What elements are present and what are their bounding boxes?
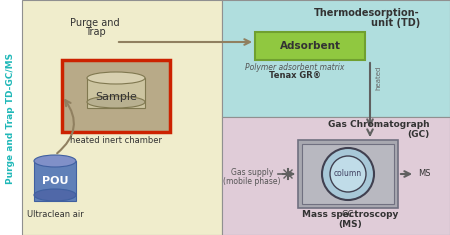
Text: Gas supply: Gas supply [231,168,273,177]
Text: GC: GC [342,210,354,219]
Bar [302,144,394,204]
Text: unit (TD): unit (TD) [371,18,420,28]
Bar [34,161,76,201]
Text: heated: heated [375,66,381,90]
Ellipse shape [87,72,145,84]
Text: Gas Chromatograph: Gas Chromatograph [328,120,430,129]
Text: Tenax GR®: Tenax GR® [269,71,321,80]
Circle shape [330,156,366,192]
Bar [222,117,450,235]
FancyArrowPatch shape [57,100,74,153]
Text: MS: MS [418,169,431,179]
Ellipse shape [34,189,76,201]
Text: Sample: Sample [95,92,137,102]
Text: (GC): (GC) [408,130,430,139]
Bar [298,140,398,208]
Text: (mobile phase): (mobile phase) [223,177,281,186]
Bar [62,60,170,132]
Bar [222,0,450,117]
Text: POU: POU [42,176,68,186]
Ellipse shape [87,96,145,108]
Text: Thermodesorption-: Thermodesorption- [315,8,420,18]
Bar [22,0,222,235]
Bar [87,78,145,108]
Text: heated inert chamber: heated inert chamber [70,136,162,145]
Text: Mass spectroscopy: Mass spectroscopy [302,210,398,219]
Text: (MS): (MS) [338,220,362,229]
Text: Polymer adsorbent matrix: Polymer adsorbent matrix [245,63,345,72]
Text: Trap: Trap [85,27,105,37]
Circle shape [322,148,374,200]
Text: Purge and Trap TD-GC/MS: Purge and Trap TD-GC/MS [6,52,15,184]
Text: column: column [334,169,362,179]
Ellipse shape [34,155,76,167]
Text: Purge and: Purge and [70,18,120,28]
Bar [255,32,365,60]
Text: Ultraclean air: Ultraclean air [27,210,83,219]
Bar [0,0,22,235]
Text: Adsorbent: Adsorbent [279,41,341,51]
